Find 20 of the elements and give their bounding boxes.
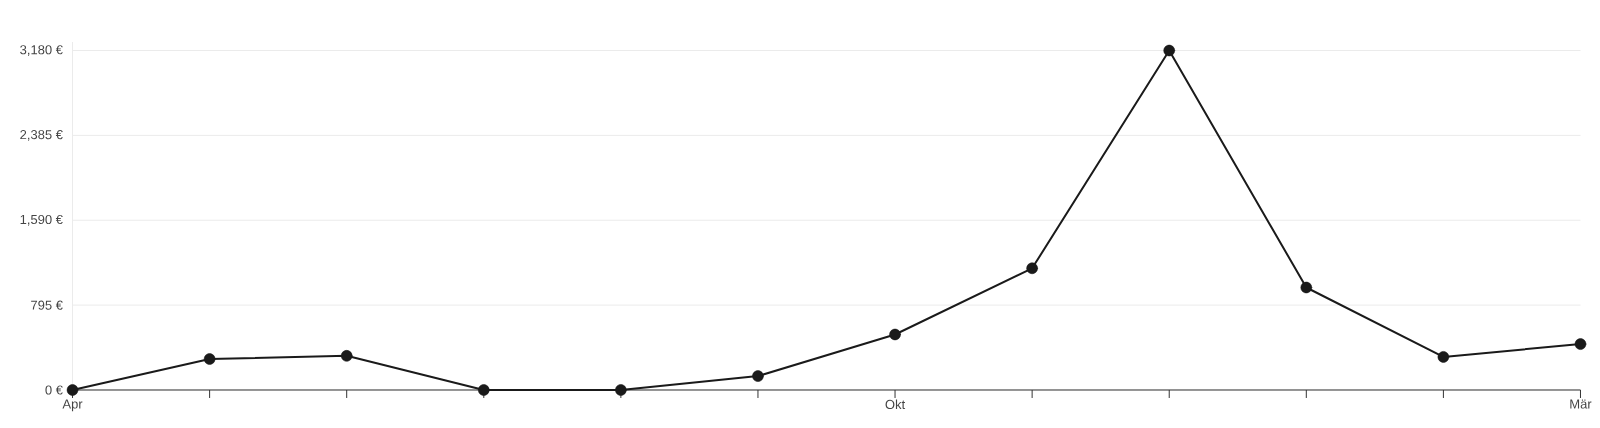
point <box>1163 44 1175 57</box>
point <box>340 350 353 362</box>
point <box>478 384 490 396</box>
point <box>1437 351 1450 363</box>
point <box>615 384 627 396</box>
x-tick-label: Apr <box>62 399 83 412</box>
y-tick-label: 1,590 € <box>20 214 63 226</box>
x-tick-label: Mär <box>1570 399 1592 409</box>
y-tick-label: 0 € <box>45 385 63 395</box>
y-tick-label: 795 € <box>31 300 63 310</box>
point <box>752 370 764 382</box>
point <box>1026 262 1038 275</box>
point <box>203 353 216 365</box>
point <box>66 384 79 396</box>
point <box>1574 338 1587 350</box>
y-tick-label: 2,385 € <box>20 130 63 141</box>
x-tick-label: Okt <box>885 399 906 410</box>
y-tick-label: 3,180 € <box>20 45 63 56</box>
point <box>1300 281 1313 294</box>
point <box>889 328 901 341</box>
